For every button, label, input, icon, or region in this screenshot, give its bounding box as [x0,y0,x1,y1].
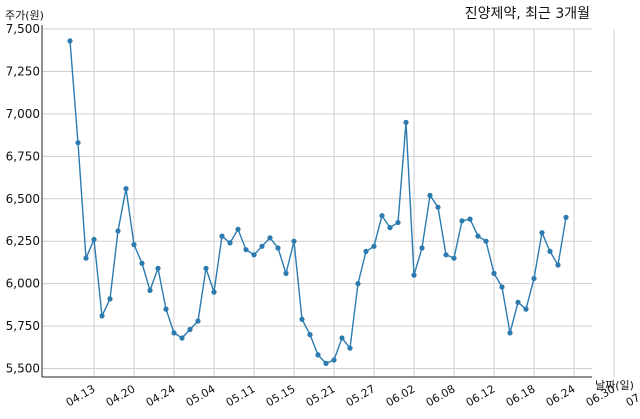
data-point [419,245,425,251]
data-point [235,226,241,232]
data-point [491,270,497,276]
data-point [283,270,289,276]
data-point [507,330,513,336]
y-ticks: 5,500 5,750 6,000 6,250 6,500 6,750 7,000 7,250… [6,22,40,376]
x-tick-label: 05.11 [224,382,258,409]
data-point [179,335,185,341]
data-point [363,248,369,254]
data-point [147,287,153,293]
data-point [299,316,305,322]
data-point [427,192,433,198]
y-tick-label: 6,000 [6,277,40,291]
data-point [339,335,345,341]
data-point [259,243,265,249]
data-point [563,214,569,220]
data-point [379,213,385,219]
grid [42,28,615,377]
x-tick-label: 04.13 [64,382,98,409]
data-point [531,275,537,282]
y-tick-label: 6,250 [6,234,40,248]
x-tick-label: 05.04 [184,382,218,409]
axes [41,25,592,378]
x-tick-label: 06.08 [424,382,458,409]
data-point [475,233,481,239]
y-tick-label: 6,500 [6,192,40,206]
data-point [291,238,297,244]
x-tick-label: 06.12 [464,382,498,409]
data-point [99,313,105,319]
data-point [107,296,113,302]
y-tick-label: 7,250 [6,64,40,78]
data-point [403,119,409,125]
y-axis-label: 주가(원) [5,9,44,22]
data-point [555,262,561,268]
data-point [131,242,137,248]
data-point [411,272,417,278]
chart-title: 진양제약, 최근 3개월 [465,6,590,22]
series [67,38,569,366]
data-point [347,345,353,351]
x-tick-label: 06.24 [544,382,578,409]
data-point [523,306,529,312]
x-tick-label: 06.18 [504,382,538,409]
x-tick-label: 05.21 [304,382,338,409]
data-point [459,218,465,224]
data-point [211,289,217,295]
data-point [331,357,337,363]
data-point [83,255,89,261]
y-tick-label: 6,750 [6,149,40,163]
data-point [243,247,249,253]
data-point [355,281,361,287]
x-tick-label: 04.20 [104,382,138,409]
data-point [75,140,81,146]
data-point [547,248,553,254]
data-point [435,204,441,210]
data-point [139,260,145,266]
data-point [155,265,161,271]
y-tick-label: 5,750 [6,319,40,333]
data-point [195,318,201,324]
data-point [515,299,521,305]
data-point [91,236,97,243]
data-point [539,230,545,236]
x-tick-label: 05.15 [264,382,298,409]
x-ticks: 04.13 04.20 04.24 05.04 05.11 05.15 05.21 05.27… [64,382,640,409]
data-point [443,252,449,258]
y-tick-label: 7,000 [6,107,40,121]
data-point [387,225,393,231]
data-point [219,233,225,239]
data-point [187,326,193,333]
y-tick-label: 7,500 [6,22,40,36]
x-tick-label: 05.27 [344,382,378,409]
data-point [483,238,489,244]
data-point [267,235,273,241]
data-point [115,228,121,234]
x-tick-label: 06.02 [384,382,418,409]
data-point [467,216,473,222]
data-point [315,352,321,358]
data-point [499,284,505,290]
data-point [275,245,281,251]
data-point [123,186,129,192]
data-point [371,243,377,249]
y-tick-label: 5,500 [6,362,40,376]
data-point [451,255,457,261]
data-point [323,360,329,366]
series-line [69,40,567,365]
data-point [395,219,401,226]
data-point [227,240,233,246]
data-point [307,332,313,338]
data-point [163,306,169,312]
x-tick-label: 04.24 [144,382,178,409]
data-point [251,252,257,258]
data-point [203,265,209,271]
x-axis-label: 날짜(일) [595,378,634,392]
data-point [67,38,73,44]
data-point [171,330,177,336]
